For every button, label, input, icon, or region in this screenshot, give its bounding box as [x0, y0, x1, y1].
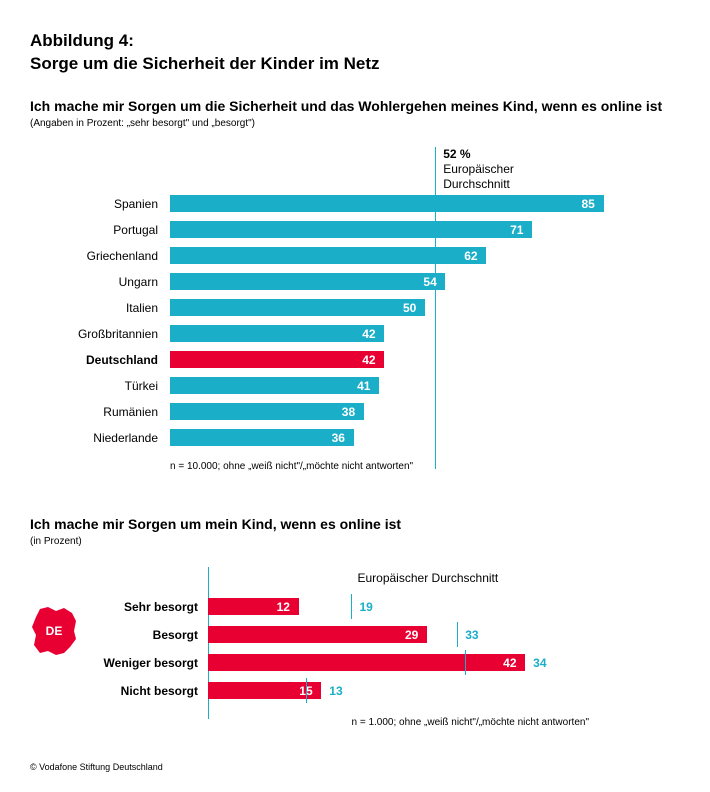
chart1-avg-text: EuropäischerDurchschnitt	[443, 162, 514, 191]
bar-label: Ungarn	[30, 275, 170, 289]
bar-fill	[170, 273, 445, 290]
bar-track: 54	[170, 273, 680, 290]
bar-value: 41	[357, 379, 370, 393]
bar-label: Griechenland	[30, 249, 170, 263]
de-badge-text: DE	[46, 624, 63, 638]
bar-row: Ungarn 54	[30, 269, 680, 295]
bar-label: Türkei	[30, 379, 170, 393]
chart2-track: 42 34	[208, 654, 680, 671]
de-badge: DE	[30, 605, 88, 657]
chart2-eu-tick	[306, 678, 307, 703]
bar-track: 42	[170, 351, 680, 368]
chart2-row: Nicht besorgt1513	[94, 677, 680, 705]
bar-track: 71	[170, 221, 680, 238]
bar-row: Rumänien 38	[30, 399, 680, 425]
chart2-avg-label: Europäischer Durchschnitt	[357, 571, 498, 585]
bar-fill	[170, 403, 364, 420]
chart2-de-bar	[208, 654, 525, 671]
chart2-de-value: 12	[277, 600, 290, 614]
bar-value: 71	[510, 223, 523, 237]
bar-fill	[170, 247, 486, 264]
chart2-de-value: 42	[503, 656, 516, 670]
chart2-row-label: Sehr besorgt	[94, 600, 208, 614]
chart2-row: Weniger besorgt 42 34	[94, 649, 680, 677]
bar-track: 38	[170, 403, 680, 420]
chart2-subtitle: (in Prozent)	[30, 536, 680, 547]
chart2-row: Sehr besorgt 12 19	[94, 593, 680, 621]
chart1: 52 % EuropäischerDurchschnitt Spanien 85 P…	[30, 147, 680, 472]
germany-icon: DE	[30, 605, 78, 657]
chart2-eu-value: 33	[465, 628, 478, 642]
chart2-eu-tick	[351, 594, 352, 619]
bar-value: 54	[423, 275, 436, 289]
bar-label: Großbritannien	[30, 327, 170, 341]
chart1-subtitle: (Angaben in Prozent: „sehr besorgt" und …	[30, 118, 680, 129]
bar-value: 42	[362, 327, 375, 341]
bar-label: Spanien	[30, 197, 170, 211]
chart2-row-label: Besorgt	[94, 628, 208, 642]
chart2-de-bar	[208, 626, 427, 643]
chart2-row-label: Weniger besorgt	[94, 656, 208, 670]
chart2-eu-value: 13	[329, 684, 342, 698]
chart2-row: Besorgt 29 33	[94, 621, 680, 649]
bar-track: 41	[170, 377, 680, 394]
bar-fill	[170, 195, 604, 212]
chart2-eu-value: 19	[359, 600, 372, 614]
bar-fill	[170, 325, 384, 342]
bar-track: 42	[170, 325, 680, 342]
bar-fill	[170, 429, 354, 446]
bar-value: 50	[403, 301, 416, 315]
bar-fill	[170, 299, 425, 316]
chart2-track: 29 33	[208, 626, 680, 643]
chart2-eu-tick	[465, 650, 466, 675]
chart2-eu-value: 34	[533, 656, 546, 670]
chart2-title: Ich mache mir Sorgen um mein Kind, wenn …	[30, 516, 680, 532]
bar-track: 36	[170, 429, 680, 446]
chart2-de-value: 29	[405, 628, 418, 642]
bar-row: Niederlande 36	[30, 425, 680, 451]
bar-track: 62	[170, 247, 680, 264]
bar-value: 85	[582, 197, 595, 211]
chart1-footnote: n = 10.000; ohne „weiß nicht"/„möchte ni…	[170, 461, 680, 472]
bar-value: 38	[342, 405, 355, 419]
bar-label: Portugal	[30, 223, 170, 237]
bar-fill	[170, 351, 384, 368]
chart2-eu-tick	[457, 622, 458, 647]
bar-fill	[170, 221, 532, 238]
bar-row: Griechenland 62	[30, 243, 680, 269]
chart2-footnote: n = 1.000; ohne „weiß nicht"/„möchte nic…	[351, 717, 680, 728]
bar-value: 62	[464, 249, 477, 263]
chart2: DE Europäischer Durchschnitt Sehr besorg…	[30, 565, 680, 705]
chart2-track: 1513	[208, 682, 680, 699]
chart2-row-label: Nicht besorgt	[94, 684, 208, 698]
bar-value: 42	[362, 353, 375, 367]
bar-label: Italien	[30, 301, 170, 315]
figure-title-line1: Abbildung 4:	[30, 31, 134, 50]
bar-row: Großbritannien 42	[30, 321, 680, 347]
bar-track: 85	[170, 195, 680, 212]
bar-label: Niederlande	[30, 431, 170, 445]
bar-value: 36	[332, 431, 345, 445]
chart1-title: Ich mache mir Sorgen um die Sicherheit u…	[30, 98, 680, 114]
chart1-avg-pct: 52 %	[443, 147, 470, 161]
bar-fill	[170, 377, 379, 394]
bar-row: Spanien 85	[30, 191, 680, 217]
figure-title: Abbildung 4: Sorge um die Sicherheit der…	[30, 30, 680, 76]
bar-row: Deutschland 42	[30, 347, 680, 373]
chart1-avg-label: 52 % EuropäischerDurchschnitt	[443, 147, 514, 192]
bar-track: 50	[170, 299, 680, 316]
chart2-track: 12 19	[208, 598, 680, 615]
bar-label: Rumänien	[30, 405, 170, 419]
figure-title-line2: Sorge um die Sicherheit der Kinder im Ne…	[30, 53, 680, 76]
bar-row: Italien 50	[30, 295, 680, 321]
bar-label: Deutschland	[30, 353, 170, 367]
bar-row: Portugal 71	[30, 217, 680, 243]
credit-text: © Vodafone Stiftung Deutschland	[30, 762, 680, 772]
bar-row: Türkei 41	[30, 373, 680, 399]
